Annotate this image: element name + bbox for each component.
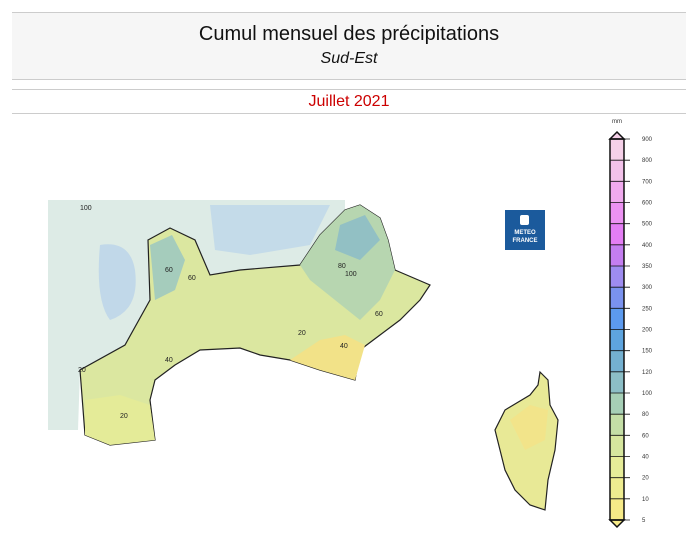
legend-swatch xyxy=(610,435,624,457)
legend-tick-label: 250 xyxy=(642,306,653,312)
legend-tick-label: 200 xyxy=(642,328,653,334)
legend-tick-label: 400 xyxy=(642,243,653,249)
legend-tick-label: 900 xyxy=(642,137,653,143)
contour-label: 40 xyxy=(165,357,173,364)
map-title: Cumul mensuel des précipitations xyxy=(198,23,500,45)
legend-swatch xyxy=(610,181,624,203)
legend-swatch xyxy=(610,202,624,225)
legend-swatch xyxy=(610,287,624,309)
legend-swatch xyxy=(610,223,624,246)
legend-tick-label: 700 xyxy=(642,179,653,185)
legend-tick-label: 20 xyxy=(642,476,649,482)
legend-tick-label: 60 xyxy=(642,433,649,439)
period-label: Juillet 2021 xyxy=(308,93,390,110)
legend-tick-label: 80 xyxy=(642,412,649,418)
contour-label: 20 xyxy=(120,413,128,420)
legend-swatch xyxy=(610,414,624,436)
contour-label: 20 xyxy=(298,330,306,337)
title-panel: Cumul mensuel des précipitations Sud-Est xyxy=(12,12,686,80)
legend-swatch xyxy=(610,308,624,330)
legend-unit: mm xyxy=(612,119,622,125)
legend-swatch xyxy=(610,139,624,161)
color-legend: mm 900 800 700 600 500 400 350 300 250 200 150 120 1… xyxy=(608,119,653,529)
contour-label: 20 xyxy=(78,367,86,374)
legend-bottom-arrow xyxy=(608,519,626,529)
legend-swatch xyxy=(610,371,624,394)
contour-label: 60 xyxy=(375,311,383,318)
legend-swatch xyxy=(610,498,624,521)
contour-label: 60 xyxy=(188,275,196,282)
legend-tick-label: 5 xyxy=(642,518,646,524)
contour-label: 100 xyxy=(345,271,357,278)
dry-zone xyxy=(510,405,548,450)
legend-swatch xyxy=(610,244,624,267)
dry-zone xyxy=(85,395,155,445)
legend-swatch xyxy=(610,477,624,500)
legend-swatch xyxy=(610,393,624,415)
surrounding-wet-zone xyxy=(210,205,330,255)
legend-swatch xyxy=(610,350,624,373)
contour-label: 40 xyxy=(340,343,348,350)
legend-tick-label: 350 xyxy=(642,264,653,270)
legend-top-arrow xyxy=(608,130,626,140)
legend-tick-label: 500 xyxy=(642,222,653,228)
contour-label: 80 xyxy=(338,263,346,270)
legend-tick-label: 150 xyxy=(642,349,653,355)
legend-tick-label: 40 xyxy=(642,455,649,461)
logo-text: METEO xyxy=(514,230,536,236)
legend-swatch xyxy=(610,329,624,352)
period-panel: Juillet 2021 xyxy=(12,89,686,114)
meteo-france-logo: METEO FRANCE xyxy=(505,210,545,250)
wet-zone xyxy=(335,215,380,260)
legend-tick-label: 600 xyxy=(642,201,653,207)
surrounding-wet-zone xyxy=(98,244,136,320)
map-subtitle: Sud-Est xyxy=(320,50,378,67)
legend-tick-label: 120 xyxy=(642,370,653,376)
dry-zone xyxy=(290,335,365,380)
legend-swatch xyxy=(610,160,624,182)
legend-tick-label: 300 xyxy=(642,285,653,291)
legend-tick-label: 100 xyxy=(642,391,653,397)
contour-label: 60 xyxy=(165,267,173,274)
legend-swatch xyxy=(610,266,624,288)
legend-tick-label: 800 xyxy=(642,158,653,164)
logo-text: FRANCE xyxy=(513,238,538,244)
legend-swatch xyxy=(610,456,624,479)
contour-label: 100 xyxy=(80,205,92,212)
legend-tick-label: 10 xyxy=(642,497,649,503)
wet-zone xyxy=(150,235,185,300)
